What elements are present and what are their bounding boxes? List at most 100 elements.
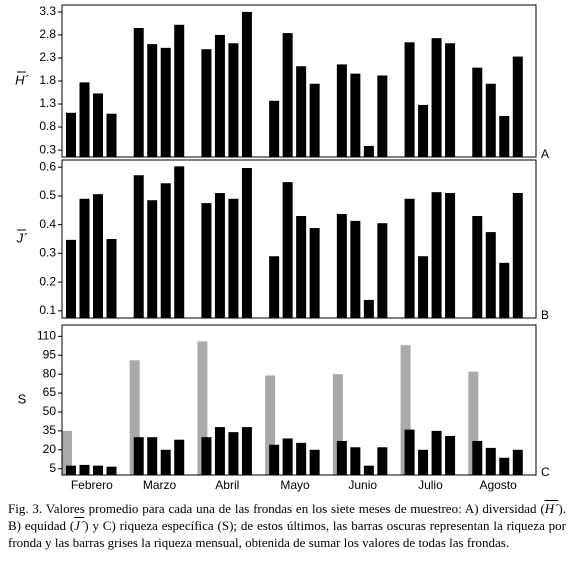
panel-label: C	[541, 465, 550, 479]
bar	[174, 24, 185, 157]
y-tick-label: 1.3	[39, 96, 56, 110]
bar	[418, 449, 429, 475]
chart: 0.3 0.8 1.3 1.8 2.3 2.8 3.3 H´ A 0.1 0.2 0.3 0.4 0.5 0…	[15, 4, 550, 492]
caption-text: ). B) equidad (	[8, 501, 566, 533]
y-axis-label: H´	[15, 72, 29, 87]
bar	[269, 256, 280, 318]
bar	[445, 435, 456, 475]
plot-frame	[61, 4, 537, 158]
bar	[499, 262, 510, 318]
bar	[160, 183, 171, 318]
bar	[147, 44, 158, 157]
bar	[377, 223, 388, 318]
bar	[350, 220, 361, 318]
bar	[431, 38, 442, 157]
x-tick-label: Agosto	[479, 478, 517, 492]
bar	[160, 449, 171, 475]
bar	[512, 193, 523, 318]
y-tick-label: 0.3	[39, 246, 56, 260]
y-tick-label: 2.3	[39, 50, 56, 64]
y-tick-label: 0.6	[39, 159, 56, 173]
bar	[336, 214, 347, 318]
x-tick-label: Marzo	[143, 478, 177, 492]
y-tick-label: 0.1	[39, 303, 56, 317]
bar	[66, 239, 76, 318]
bar	[106, 113, 117, 157]
bar	[350, 447, 361, 475]
bar	[201, 49, 212, 157]
bar	[336, 440, 347, 475]
bar	[472, 216, 483, 318]
bar	[214, 427, 225, 475]
bar	[106, 239, 117, 318]
y-tick-label: 0.5	[39, 188, 56, 202]
bar	[147, 200, 158, 318]
y-tick-label: 50	[43, 404, 57, 418]
bar	[485, 447, 496, 475]
bar	[418, 256, 429, 318]
bar	[201, 203, 212, 318]
bar	[66, 465, 76, 475]
bar	[197, 341, 208, 475]
bar	[512, 449, 523, 475]
bar	[174, 439, 185, 475]
bar	[228, 198, 239, 318]
y-tick-label: 95	[43, 347, 57, 361]
bar	[160, 47, 171, 157]
bar	[66, 112, 76, 157]
bar	[499, 457, 510, 475]
bar	[296, 216, 307, 318]
plot-frame	[61, 159, 537, 319]
bar	[282, 438, 293, 475]
bar	[472, 67, 483, 157]
bar	[363, 465, 374, 475]
bar	[404, 198, 415, 318]
bar	[404, 429, 415, 475]
bar	[296, 66, 307, 157]
caption-symbol: H´	[544, 501, 559, 516]
bar	[332, 374, 343, 475]
y-axis-label: J´	[16, 230, 29, 245]
bar	[431, 192, 442, 318]
y-tick-label: 110	[37, 329, 56, 343]
bar	[93, 465, 103, 475]
y-axis-label: S	[18, 391, 27, 406]
y-tick-label: 35	[43, 423, 57, 437]
bar	[79, 82, 90, 157]
caption-text: Fig. 3. Valores promedio para cada una d…	[8, 501, 545, 516]
y-tick-label: 65	[43, 385, 57, 399]
bar	[214, 34, 225, 157]
y-tick-label: 0.2	[39, 274, 56, 288]
bar	[485, 232, 496, 318]
y-tick-label: 80	[43, 366, 57, 380]
bar	[363, 299, 374, 318]
y-tick-label: 0.8	[39, 119, 56, 133]
bar	[106, 466, 117, 475]
x-tick-label: Junio	[348, 478, 377, 492]
bar	[269, 100, 280, 157]
caption: Fig. 3. Valores promedio para cada una d…	[8, 500, 566, 551]
bar	[133, 28, 144, 157]
bar	[282, 182, 293, 318]
bar	[336, 64, 347, 157]
bar	[133, 437, 144, 475]
bar	[363, 145, 374, 157]
x-tick-label: Julio	[418, 478, 443, 492]
bar	[418, 104, 429, 157]
bar	[269, 444, 280, 475]
x-tick-label: Abril	[215, 478, 239, 492]
bar	[377, 75, 388, 157]
bar	[79, 464, 90, 475]
bar	[512, 56, 523, 158]
bar	[214, 193, 225, 318]
bar	[296, 442, 307, 475]
y-tick-label: 5	[49, 461, 56, 475]
bar	[445, 193, 456, 318]
bar	[62, 430, 72, 475]
y-tick-label: 2.8	[39, 27, 56, 41]
bar	[228, 43, 239, 158]
x-tick-label: Febrero	[71, 478, 113, 492]
bar	[350, 73, 361, 157]
panel-label: A	[541, 147, 549, 161]
